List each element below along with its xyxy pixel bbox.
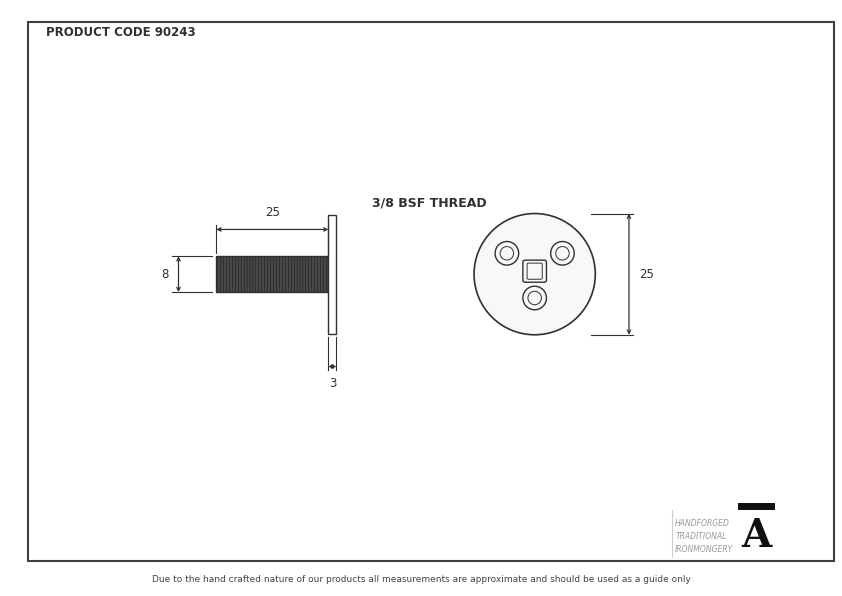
Bar: [216, 256, 328, 292]
Text: Due to the hand crafted nature of our products all measurements are approximate : Due to the hand crafted nature of our pr…: [152, 575, 690, 584]
Text: IRONMONGERY: IRONMONGERY: [675, 545, 733, 554]
Text: HANDFORGED: HANDFORGED: [675, 519, 730, 528]
Bar: [328, 215, 336, 334]
Ellipse shape: [474, 213, 595, 335]
Text: A: A: [741, 517, 771, 555]
FancyBboxPatch shape: [523, 260, 546, 283]
FancyBboxPatch shape: [527, 263, 542, 280]
Text: 25: 25: [265, 206, 280, 219]
Text: 3: 3: [328, 377, 336, 390]
Ellipse shape: [556, 247, 569, 260]
Ellipse shape: [523, 286, 546, 310]
Text: 3/8 BSF THREAD: 3/8 BSF THREAD: [372, 196, 487, 209]
Text: 8: 8: [161, 268, 168, 281]
Ellipse shape: [495, 241, 519, 265]
Text: 25: 25: [639, 268, 654, 281]
Ellipse shape: [551, 241, 574, 265]
Bar: [738, 503, 775, 510]
Ellipse shape: [500, 247, 514, 260]
Text: PRODUCT CODE 90243: PRODUCT CODE 90243: [46, 26, 196, 39]
Text: TRADITIONAL: TRADITIONAL: [675, 532, 727, 541]
Ellipse shape: [528, 291, 541, 305]
